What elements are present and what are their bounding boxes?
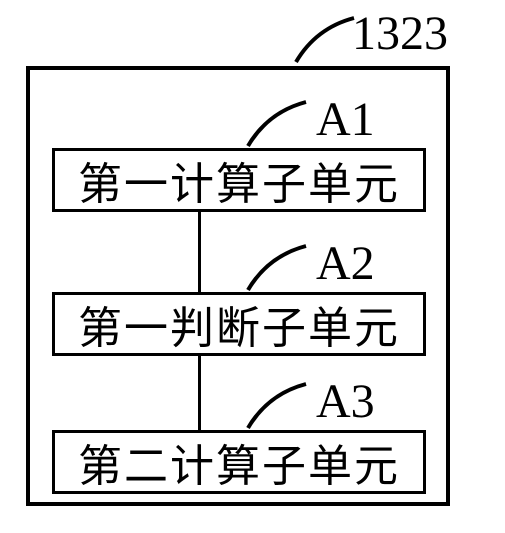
outer-label: 1323 <box>352 6 448 61</box>
node-a2: 第一判断子单元 <box>52 292 426 356</box>
node-a1: 第一计算子单元 <box>52 148 426 212</box>
diagram-canvas: 1323 A1 第一计算子单元 A2 第一判断子单元 A3 第二计算子单元 <box>0 0 505 533</box>
label-a2: A2 <box>316 236 375 291</box>
edge-a1-a2 <box>198 212 201 292</box>
node-a3-text: 第二计算子单元 <box>78 430 400 494</box>
node-a2-text: 第一判断子单元 <box>78 292 400 356</box>
label-a1: A1 <box>316 92 375 147</box>
label-a3: A3 <box>316 374 375 429</box>
edge-a2-a3 <box>198 356 201 430</box>
node-a1-text: 第一计算子单元 <box>78 148 400 212</box>
node-a3: 第二计算子单元 <box>52 430 426 494</box>
